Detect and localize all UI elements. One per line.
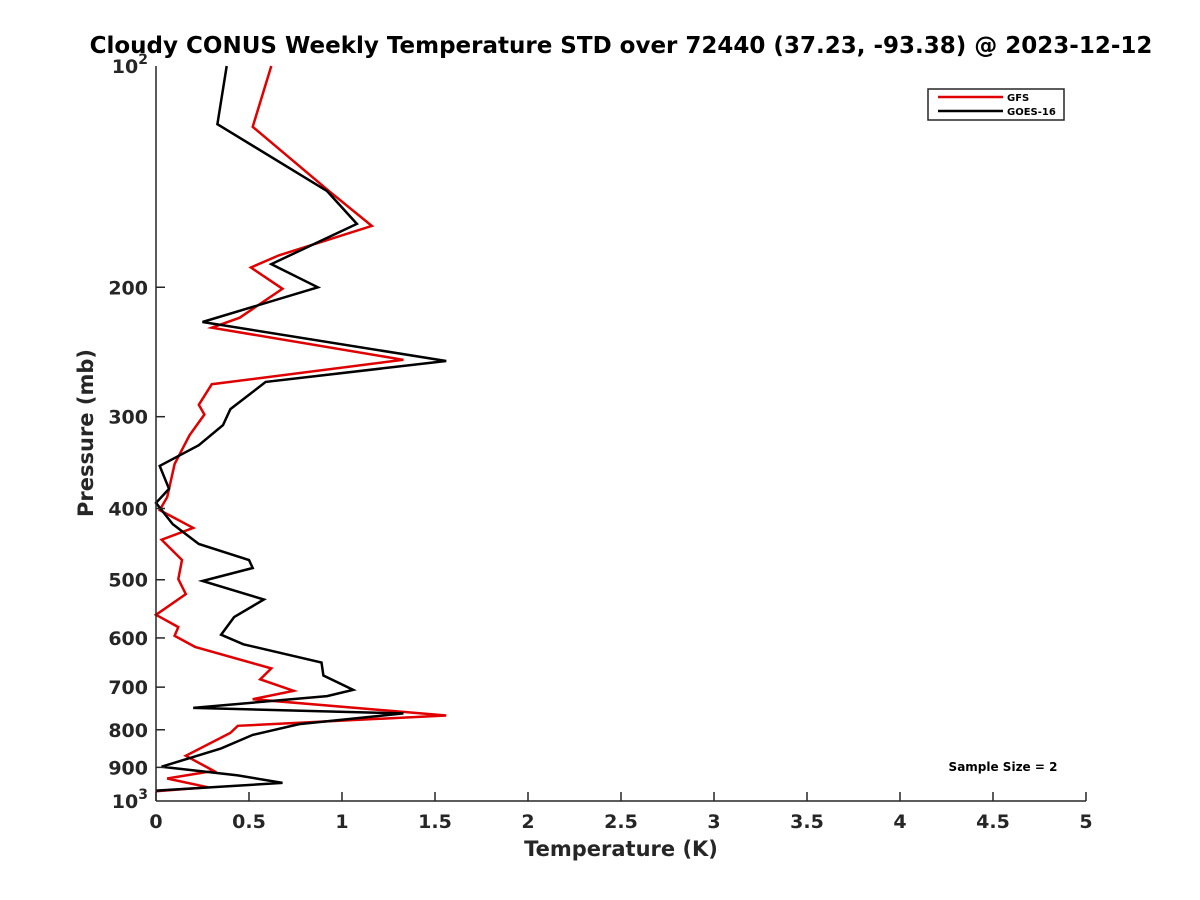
y-tick-label: 700	[108, 677, 148, 699]
x-tick-label: 1.5	[418, 811, 452, 833]
y-tick-label: 900	[108, 757, 148, 779]
y-tick-label: 300	[108, 407, 148, 429]
y-axis-ticks: 200 300 400 500 600 700 800 900 102 103	[108, 52, 165, 813]
x-tick-label: 0.5	[232, 811, 266, 833]
legend-box	[927, 88, 1065, 121]
series-line-gfs	[153, 65, 447, 793]
chart-title: Cloudy CONUS Weekly Temperature STD over…	[90, 33, 1153, 59]
series-line-goes-16	[154, 65, 447, 792]
y-tick-label: 500	[108, 570, 148, 592]
x-tick-label: 3	[707, 811, 720, 833]
x-tick-label: 2.5	[604, 811, 638, 833]
legend-label-goes-16: GOES-16	[1007, 107, 1056, 118]
x-tick-label: 1	[335, 811, 348, 833]
plot-lines	[153, 65, 447, 793]
y-tick-label: 200	[108, 277, 148, 299]
x-tick-label: 4	[893, 811, 906, 833]
x-axis-ticks: 0 0.5 1 1.5 2 2.5 3 3.5 4 4.5 5	[149, 792, 1093, 833]
y-tick-label: 600	[108, 628, 148, 650]
y-decade-label: 102	[112, 52, 148, 78]
legend-label-gfs: GFS	[1007, 93, 1029, 104]
y-tick-label: 800	[108, 720, 148, 742]
x-tick-label: 4.5	[976, 811, 1010, 833]
x-axis-label: Temperature (K)	[524, 837, 718, 861]
x-tick-label: 0	[149, 811, 162, 833]
y-tick-label: 400	[108, 499, 148, 521]
sample-size-annotation: Sample Size = 2	[949, 760, 1058, 774]
x-tick-label: 3.5	[790, 811, 824, 833]
legend: GFS GOES-16	[927, 88, 1065, 121]
x-tick-label: 5	[1079, 811, 1092, 833]
y-axis-label: Pressure (mb)	[74, 349, 98, 517]
y-decade-label: 103	[112, 787, 148, 813]
x-tick-label: 2	[521, 811, 534, 833]
